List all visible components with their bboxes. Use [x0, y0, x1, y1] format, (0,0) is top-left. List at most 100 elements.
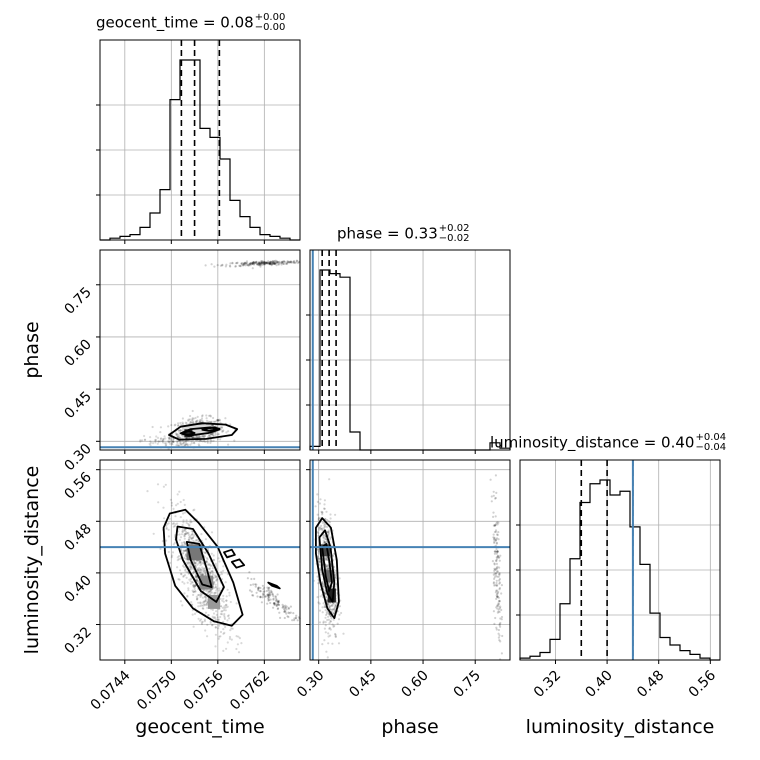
sample-point	[167, 528, 170, 531]
y-tick-label: 0.40	[61, 572, 94, 605]
sample-point	[317, 534, 320, 537]
x-tick-label: 0.0744	[88, 667, 134, 713]
sample-point	[182, 549, 186, 552]
sample-point	[493, 524, 496, 527]
sample-point	[497, 575, 500, 578]
sample-point	[275, 604, 278, 607]
sample-point	[262, 261, 265, 264]
sample-point	[189, 563, 192, 566]
sample-point	[166, 523, 169, 526]
sample-point	[321, 606, 324, 609]
sample-point	[162, 441, 165, 444]
sample-point	[237, 651, 241, 654]
sample-point	[222, 649, 225, 653]
sample-point	[328, 605, 331, 608]
xlabel-luminosity-distance: luminosity_distance	[525, 716, 715, 738]
sample-point	[254, 583, 257, 586]
sample-point	[184, 569, 187, 572]
y-tick-label: 0.32	[61, 624, 94, 657]
sample-point	[201, 596, 204, 599]
sample-point	[271, 593, 274, 596]
sample-point	[149, 436, 152, 439]
sample-point	[163, 442, 167, 445]
quantile-lines	[180, 40, 634, 660]
sample-point	[214, 617, 217, 620]
sample-point	[495, 589, 498, 592]
sample-point	[179, 429, 182, 432]
sample-point	[157, 501, 160, 504]
sample-point	[177, 558, 181, 561]
sample-point	[271, 261, 275, 264]
sample-point	[205, 589, 208, 593]
sample-point	[496, 607, 499, 610]
sample-point	[216, 418, 219, 422]
sample-point	[215, 610, 218, 613]
sample-point	[156, 442, 159, 445]
sample-point	[496, 550, 499, 553]
sample-point	[194, 565, 197, 568]
sample-point	[325, 613, 328, 617]
sample-point	[249, 262, 252, 265]
sample-point	[214, 583, 217, 586]
sample-point	[325, 564, 328, 568]
sample-point	[221, 264, 224, 267]
sample-point	[188, 565, 191, 568]
sample-point	[322, 620, 325, 623]
sample-point	[289, 605, 292, 608]
sample-point	[243, 261, 246, 265]
sample-point	[335, 601, 338, 605]
sample-point	[210, 421, 213, 424]
sample-point	[186, 562, 189, 566]
sample-point	[172, 543, 175, 546]
sample-point	[213, 586, 216, 590]
sample-point	[326, 558, 329, 561]
sample-point	[159, 547, 162, 551]
sample-point	[267, 594, 270, 597]
sample-point	[194, 539, 197, 542]
sample-point	[268, 260, 271, 264]
sample-point	[152, 442, 155, 445]
sample-point	[332, 618, 335, 621]
title-minus: −0.04	[695, 442, 727, 453]
x-tick-label: 0.48	[634, 668, 667, 701]
sample-point	[199, 418, 202, 422]
sample-point	[250, 262, 253, 265]
sample-point	[179, 516, 182, 519]
sample-point	[492, 494, 495, 497]
sample-point	[324, 557, 327, 560]
sample-point	[294, 261, 297, 265]
sample-point	[221, 263, 224, 266]
sample-point	[326, 618, 329, 622]
sample-point	[235, 635, 238, 638]
sample-point	[215, 420, 218, 423]
sample-point	[267, 595, 270, 598]
sample-point	[259, 586, 262, 590]
sample-point	[183, 582, 186, 585]
sample-point	[182, 441, 185, 444]
sample-point	[283, 260, 286, 263]
sample-point	[251, 267, 254, 270]
sample-point	[323, 503, 326, 506]
sample-point	[238, 637, 241, 640]
sample-point	[262, 260, 265, 263]
sample-point	[235, 262, 239, 265]
sample-point	[500, 592, 503, 595]
sample-point	[216, 616, 219, 619]
sample-point	[270, 589, 273, 592]
sample-point	[323, 537, 326, 540]
sample-point	[179, 442, 182, 445]
sample-point	[162, 485, 165, 488]
sample-point	[265, 261, 268, 264]
sample-point	[256, 262, 259, 265]
sample-point	[498, 579, 501, 582]
sample-point	[184, 421, 187, 424]
sample-point	[203, 435, 206, 438]
sample-point	[198, 571, 201, 574]
sample-point	[224, 626, 227, 629]
sample-point	[269, 261, 272, 264]
sample-point	[185, 442, 188, 446]
sample-point	[206, 604, 209, 607]
sample-point	[204, 597, 207, 600]
sample-point	[198, 566, 201, 570]
sample-point	[198, 571, 201, 574]
